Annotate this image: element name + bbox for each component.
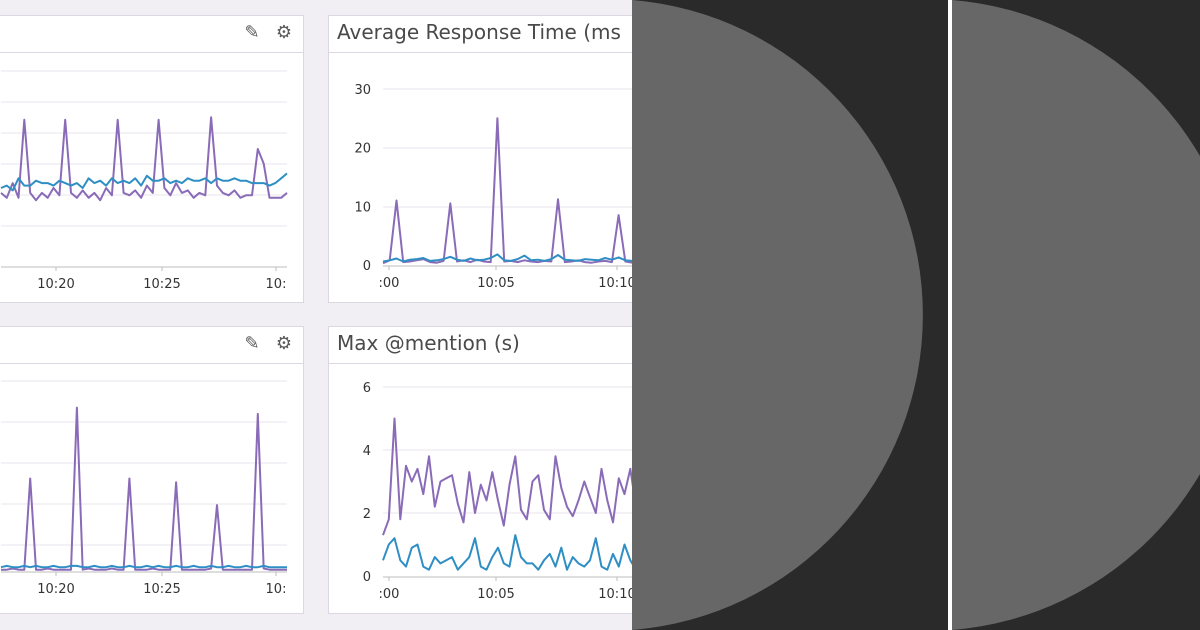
gear-icon[interactable]: ⚙ [275, 333, 293, 354]
panel-divider [0, 52, 303, 53]
panel-response-time: Average Response Time (ms 0 10 20 30 :00 10:0… [328, 15, 632, 303]
chart-bottom-left: 10:20 10:25 10: [0, 380, 287, 597]
x-tick-label: :00 [379, 276, 400, 291]
series-line-0 [1, 406, 287, 571]
x-tick-label: 10:05 [477, 587, 514, 602]
panel-top-left: ✎ ⚙ 10:20 10:25 10: [0, 15, 304, 303]
x-tick-label: 10:25 [143, 582, 180, 597]
x-tick-label: 10:25 [143, 277, 180, 292]
panel-bottom-left: ✎ ⚙ 10:20 10:25 10: [0, 326, 304, 614]
half-circle-right [952, 0, 1200, 630]
pencil-icon[interactable]: ✎ [244, 333, 260, 354]
series-line-1 [382, 253, 632, 263]
x-tick-label: 10:20 [37, 277, 74, 292]
dashboard: ✎ ⚙ 10:20 10:25 10: Average Response Time … [0, 0, 632, 630]
pencil-icon[interactable]: ✎ [244, 22, 260, 43]
series-line-0 [0, 116, 288, 202]
y-tick-label: 0 [363, 259, 371, 274]
x-tick-label: 10: [266, 582, 287, 597]
panel-divider [329, 52, 632, 53]
half-circles [632, 0, 1200, 630]
chart-max-mention: 0 2 4 6 :00 10:05 10:10 [363, 381, 632, 602]
y-tick-label: 4 [363, 444, 371, 459]
series-line-0 [382, 417, 632, 536]
y-tick-label: 20 [354, 142, 371, 157]
panel-divider [329, 363, 632, 364]
chart-response-time: 0 10 20 30 :00 10:05 10:10 [354, 83, 632, 291]
panel-title: Max @mention (s) [337, 331, 520, 355]
half-circle-left [632, 0, 923, 630]
chart-top-left: 10:20 10:25 10: [0, 70, 288, 292]
y-tick-label: 30 [354, 83, 371, 98]
series-line-0 [382, 117, 632, 265]
x-tick-label: 10: [266, 277, 287, 292]
y-tick-label: 0 [363, 570, 371, 585]
separator [948, 0, 952, 630]
panel-divider [0, 363, 303, 364]
x-tick-label: 10:10 [598, 276, 632, 291]
x-tick-label: 10:05 [477, 276, 514, 291]
y-tick-label: 2 [363, 507, 371, 522]
series-line-1 [0, 172, 288, 192]
gear-icon[interactable]: ⚙ [275, 22, 293, 43]
x-tick-label: 10:20 [37, 582, 74, 597]
panel-max-mention: Max @mention (s) 0 2 4 6 :00 10:05 10:10 [328, 326, 632, 614]
decorative-art [632, 0, 1200, 630]
series-line-1 [0, 564, 287, 569]
x-tick-label: 10:10 [598, 587, 632, 602]
x-tick-label: :00 [379, 587, 400, 602]
series-line-1 [382, 534, 632, 571]
y-tick-label: 10 [354, 200, 371, 215]
y-tick-label: 6 [363, 381, 371, 396]
panel-title: Average Response Time (ms [337, 20, 621, 44]
